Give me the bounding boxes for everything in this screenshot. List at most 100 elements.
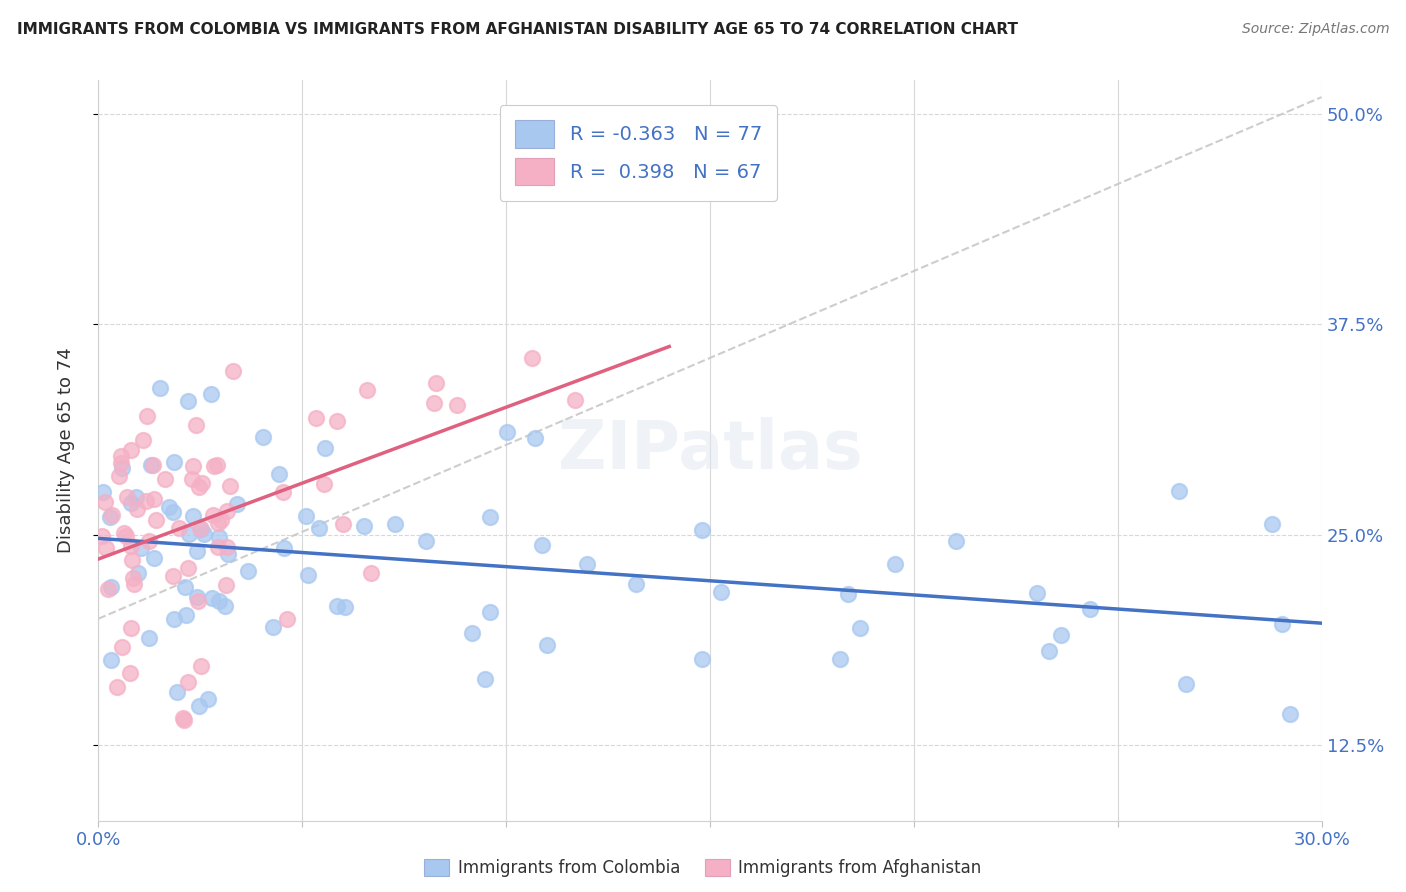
Point: [163, 612, 186, 626]
Point: [173, 714, 195, 728]
Point: [425, 376, 447, 391]
Point: [710, 585, 733, 599]
Point: [1271, 616, 1294, 631]
Point: [122, 571, 145, 585]
Point: [576, 557, 599, 571]
Point: [356, 384, 378, 398]
Point: [115, 490, 138, 504]
Point: [93, 495, 115, 509]
Point: [326, 413, 349, 427]
Point: [100, 580, 122, 594]
Point: [91, 485, 114, 500]
Point: [177, 674, 200, 689]
Point: [849, 621, 872, 635]
Point: [884, 557, 907, 571]
Point: [267, 467, 290, 481]
Point: [222, 364, 245, 378]
Point: [120, 621, 142, 635]
Point: [1038, 644, 1060, 658]
Point: [446, 398, 468, 412]
Point: [118, 665, 141, 680]
Point: [176, 561, 198, 575]
Point: [98, 509, 121, 524]
Point: [690, 523, 713, 537]
Point: [252, 430, 274, 444]
Point: [207, 458, 229, 472]
Point: [690, 652, 713, 666]
Point: [190, 522, 212, 536]
Point: [200, 387, 222, 401]
Point: [190, 521, 212, 535]
Point: [120, 496, 142, 510]
Point: [145, 513, 167, 527]
Point: [155, 472, 177, 486]
Point: [186, 418, 208, 433]
Point: [132, 433, 155, 447]
Point: [215, 540, 238, 554]
Point: [297, 568, 319, 582]
Point: [110, 456, 132, 470]
Point: [479, 510, 502, 524]
Point: [1078, 602, 1101, 616]
Point: [353, 519, 375, 533]
Point: [1168, 483, 1191, 498]
Point: [1050, 627, 1073, 641]
Point: [181, 459, 204, 474]
Point: [828, 652, 851, 666]
Point: [236, 564, 259, 578]
Point: [159, 500, 181, 514]
Point: [162, 569, 184, 583]
Point: [166, 685, 188, 699]
Point: [125, 490, 148, 504]
Text: ZIPatlas: ZIPatlas: [558, 417, 862, 483]
Point: [138, 534, 160, 549]
Point: [624, 577, 647, 591]
Point: [167, 521, 190, 535]
Point: [214, 599, 236, 613]
Point: [217, 504, 239, 518]
Point: [139, 458, 162, 473]
Point: [197, 692, 219, 706]
Point: [474, 672, 496, 686]
Point: [181, 508, 204, 523]
Point: [219, 479, 242, 493]
Point: [520, 351, 543, 365]
Point: [422, 396, 444, 410]
Point: [188, 480, 211, 494]
Point: [143, 491, 166, 506]
Point: [193, 527, 215, 541]
Point: [172, 711, 194, 725]
Point: [208, 594, 231, 608]
Point: [360, 566, 382, 580]
Point: [415, 534, 437, 549]
Point: [129, 541, 152, 555]
Point: [294, 508, 316, 523]
Point: [273, 541, 295, 555]
Point: [97, 582, 120, 596]
Point: [142, 551, 165, 566]
Point: [127, 566, 149, 581]
Point: [110, 640, 132, 655]
Point: [100, 653, 122, 667]
Point: [142, 458, 165, 472]
Point: [217, 547, 239, 561]
Point: [478, 606, 501, 620]
Point: [201, 591, 224, 606]
Legend: Immigrants from Colombia, Immigrants from Afghanistan: Immigrants from Colombia, Immigrants fro…: [418, 852, 988, 884]
Point: [335, 599, 357, 614]
Point: [207, 541, 229, 555]
Point: [100, 508, 122, 522]
Point: [226, 497, 249, 511]
Point: [174, 580, 197, 594]
Point: [187, 594, 209, 608]
Point: [135, 494, 157, 508]
Text: IMMIGRANTS FROM COLOMBIA VS IMMIGRANTS FROM AFGHANISTAN DISABILITY AGE 65 TO 74 : IMMIGRANTS FROM COLOMBIA VS IMMIGRANTS F…: [17, 22, 1018, 37]
Point: [332, 516, 354, 531]
Point: [461, 626, 484, 640]
Text: Source: ZipAtlas.com: Source: ZipAtlas.com: [1241, 22, 1389, 37]
Point: [215, 578, 238, 592]
Point: [209, 513, 232, 527]
Point: [180, 472, 202, 486]
Point: [120, 442, 142, 457]
Point: [105, 680, 128, 694]
